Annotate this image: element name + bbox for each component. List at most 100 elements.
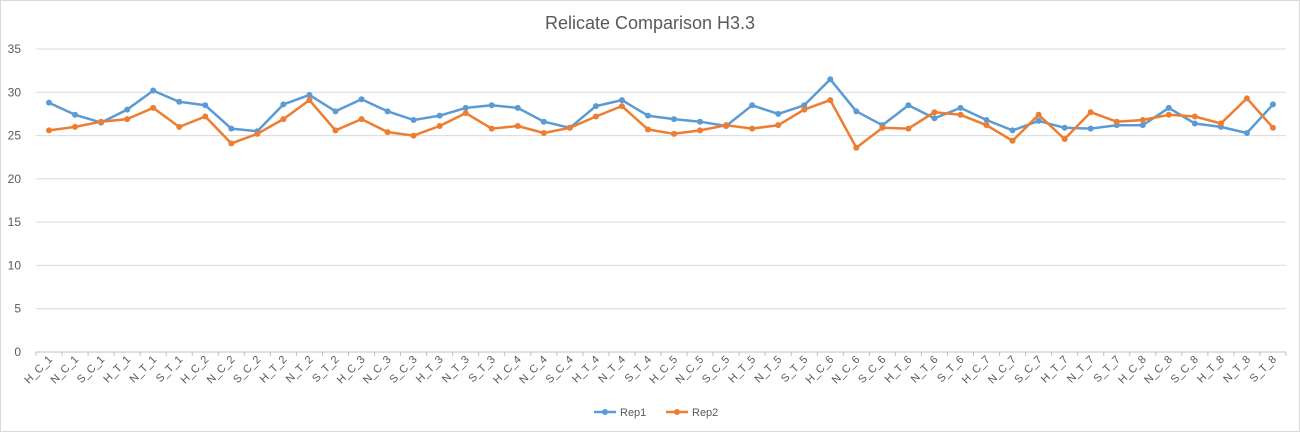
data-point: [983, 116, 990, 123]
data-point: [801, 102, 808, 109]
x-tick-label: S_T_8: [1248, 354, 1279, 385]
x-tick-label: N_C_5: [673, 354, 706, 387]
data-point: [436, 123, 443, 130]
x-tick-label: H_C_5: [647, 354, 680, 387]
x-tick-label: H_T_4: [570, 354, 602, 386]
legend-swatch-marker: [674, 409, 680, 415]
data-point: [176, 123, 183, 130]
data-point: [749, 125, 756, 132]
data-point: [827, 97, 834, 104]
data-point: [1217, 120, 1224, 127]
data-point: [853, 144, 860, 151]
data-point: [1061, 124, 1068, 131]
legend-item-rep2: Rep2: [666, 407, 718, 419]
data-point: [827, 76, 834, 83]
data-point: [1087, 125, 1094, 132]
data-point: [332, 108, 339, 115]
x-tick-label: S_C_8: [1169, 354, 1201, 386]
x-tick-label: S_C_6: [856, 354, 888, 386]
data-point: [671, 116, 678, 123]
data-point: [749, 102, 756, 109]
data-point: [410, 116, 417, 123]
data-point: [592, 113, 599, 120]
data-point: [98, 118, 105, 125]
data-point: [1009, 137, 1016, 144]
data-point: [1269, 101, 1276, 108]
data-point: [671, 130, 678, 137]
x-tick-label: H_C_6: [804, 354, 837, 387]
data-point: [775, 122, 782, 129]
y-tick-label: 35: [8, 42, 22, 56]
x-tick-label: H_T_6: [883, 354, 915, 386]
data-point: [280, 101, 287, 108]
data-point: [462, 104, 469, 111]
x-tick-label: H_C_1: [22, 354, 55, 387]
x-tick-label: H_C_7: [960, 354, 993, 387]
y-axis: 0 5 10 15 20 25 30 35: [8, 42, 22, 359]
x-tick-label: N_T_5: [752, 354, 784, 386]
data-point: [124, 116, 131, 123]
data-point: [879, 124, 886, 131]
x-tick-label: H_T_7: [1039, 354, 1071, 386]
x-tick-label: H_C_8: [1116, 354, 1149, 387]
series-rep2: [46, 95, 1276, 151]
data-point: [644, 126, 651, 133]
gridlines: [36, 48, 1286, 353]
x-axis: H_C_1N_C_1S_C_1H_T_1N_T_1S_T_1H_C_2N_C_2…: [22, 352, 1287, 387]
x-tick-label: H_T_2: [258, 354, 290, 386]
x-tick-label: N_T_6: [909, 354, 941, 386]
data-point: [358, 96, 365, 103]
data-point: [540, 129, 547, 136]
x-tick-label: N_C_6: [830, 354, 863, 387]
data-point: [957, 104, 964, 111]
x-tick-label: N_T_1: [127, 354, 159, 386]
data-point: [384, 129, 391, 136]
data-point: [514, 104, 521, 111]
data-point: [1035, 117, 1042, 124]
data-point: [905, 102, 912, 109]
x-tick-label: S_C_2: [231, 354, 263, 386]
x-tick-label: H_C_2: [179, 354, 212, 387]
data-point: [306, 97, 313, 104]
data-point: [254, 130, 261, 137]
series-lines: [46, 76, 1276, 151]
data-point: [1191, 113, 1198, 120]
data-point: [618, 103, 625, 110]
data-point: [957, 111, 964, 118]
x-tick-label: N_C_8: [1142, 354, 1175, 387]
data-point: [1191, 120, 1198, 127]
y-tick-label: 20: [8, 172, 22, 186]
data-point: [46, 99, 53, 106]
x-tick-label: N_T_7: [1065, 354, 1097, 386]
x-tick-label: N_C_4: [517, 354, 550, 387]
data-point: [618, 97, 625, 104]
data-point: [488, 102, 495, 109]
data-point: [697, 127, 704, 134]
x-tick-label: N_T_2: [284, 354, 316, 386]
x-tick-label: N_C_1: [48, 354, 81, 387]
data-point: [853, 108, 860, 115]
chart-title: Relicate Comparison H3.3: [544, 13, 756, 33]
x-tick-label: N_T_4: [596, 354, 628, 386]
x-tick-label: H_T_1: [101, 354, 133, 386]
x-tick-label: S_C_1: [75, 354, 107, 386]
legend: Rep1 Rep2: [594, 407, 718, 419]
series-rep1: [46, 76, 1276, 136]
data-point: [1243, 95, 1250, 102]
data-point: [436, 112, 443, 119]
data-point: [1061, 136, 1068, 143]
data-point: [228, 125, 235, 132]
data-point: [1087, 109, 1094, 116]
data-point: [150, 87, 157, 94]
data-point: [228, 140, 235, 147]
x-tick-label: N_T_3: [440, 354, 472, 386]
series-line-rep1: [48, 78, 1274, 135]
x-tick-label: N_C_3: [361, 354, 394, 387]
y-tick-label: 15: [8, 215, 22, 229]
data-point: [1139, 116, 1146, 123]
x-tick-label: N_C_2: [205, 354, 238, 387]
data-point: [1113, 118, 1120, 125]
data-point: [176, 98, 183, 105]
